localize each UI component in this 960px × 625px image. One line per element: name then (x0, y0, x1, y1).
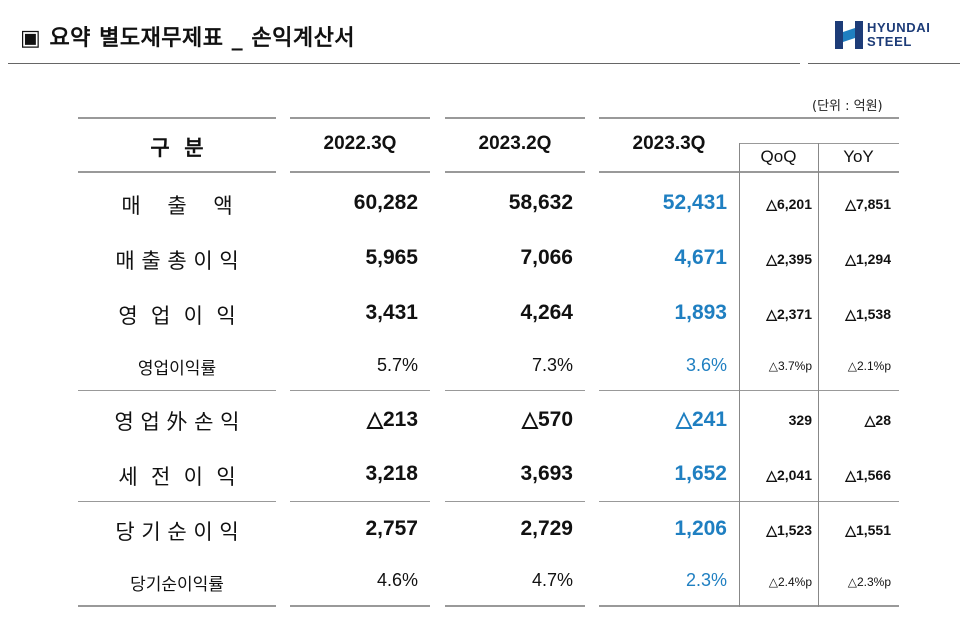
table-cell-yoy: △1,294 (845, 251, 891, 267)
table-cell-qoq: △2,395 (766, 251, 812, 267)
header-yoy: YoY (843, 147, 874, 166)
table-cell: 4,264 (520, 301, 573, 324)
title-divider-right (808, 63, 960, 64)
table-top-rule (290, 117, 430, 119)
group-separator (290, 390, 430, 391)
row-label-non-operating: 영 업 外 손 익 (114, 410, 240, 434)
table-cell-current: 52,431 (662, 191, 727, 214)
table-cell: 5.7% (376, 355, 418, 375)
table-cell: △570 (521, 408, 573, 431)
table-cell-yoy: △7,851 (845, 196, 891, 212)
group-separator (599, 501, 899, 502)
table-top-rule (599, 117, 899, 119)
table-cell: 7,066 (520, 246, 573, 269)
title-bar: ▣ 요약 별도재무제표 _ 손익계산서 HYUNDAI STEEL (0, 0, 960, 64)
column-divider (739, 143, 740, 607)
title-divider (8, 63, 800, 64)
table-cell: 4.7% (531, 570, 573, 590)
header-bottom-rule (445, 171, 585, 173)
subheader-rule (739, 143, 899, 144)
table-cell-qoq: 329 (788, 412, 812, 428)
row-label-gross-profit: 매 출 총 이 익 (115, 249, 239, 273)
table-cell: 2,757 (365, 517, 418, 540)
group-separator (599, 390, 899, 391)
row-label-net-income: 당 기 순 이 익 (115, 520, 239, 544)
table-cell: 2,729 (520, 517, 573, 540)
table-cell-qoq: △2.4%p (768, 575, 812, 589)
table-cell: 4.6% (376, 570, 418, 590)
unit-note: (단위 : 억원) (812, 99, 883, 114)
row-label-operating-margin: 영업이익률 (137, 359, 217, 379)
group-separator (445, 390, 585, 391)
row-label-net-margin: 당기순이익률 (130, 575, 224, 595)
table-cell-yoy: △1,551 (845, 522, 891, 538)
row-label-pretax-profit: 세 전 이 익 (118, 465, 236, 489)
table-cell-yoy: △2.3%p (847, 575, 891, 589)
column-divider (818, 143, 819, 607)
group-separator (445, 501, 585, 502)
table-bottom-rule (445, 605, 585, 607)
group-separator (78, 501, 276, 502)
table-cell: 3,431 (365, 301, 418, 324)
header-2023-2q: 2023.2Q (478, 133, 552, 154)
table-cell: 60,282 (353, 191, 418, 214)
hyundai-steel-logo: HYUNDAI STEEL (834, 20, 954, 52)
table-cell-yoy: △28 (864, 412, 891, 428)
table-cell-current: 4,671 (674, 246, 727, 269)
table-bottom-rule (599, 605, 899, 607)
logo-text: HYUNDAI STEEL (867, 20, 931, 49)
table-cell-qoq: △6,201 (766, 196, 812, 212)
table-cell-current: 1,893 (674, 301, 727, 324)
table-cell-yoy: △1,566 (845, 467, 891, 483)
table-top-rule (78, 117, 276, 119)
table-cell: △213 (366, 408, 418, 431)
header-label: 구 분 (150, 136, 204, 160)
table-bottom-rule (290, 605, 430, 607)
row-label-operating-profit: 영 업 이 익 (118, 304, 236, 328)
table-cell-yoy: △1,538 (845, 306, 891, 322)
table-bottom-rule (78, 605, 276, 607)
table-cell-yoy: △2.1%p (847, 359, 891, 373)
table-cell-current: △241 (675, 408, 727, 431)
table-cell: 3,218 (365, 462, 418, 485)
group-separator (290, 501, 430, 502)
logo-mark-icon (835, 21, 863, 49)
table-cell: 7.3% (531, 355, 573, 375)
table-cell-qoq: △2,371 (766, 306, 812, 322)
page-title: ▣ 요약 별도재무제표 _ 손익계산서 (20, 26, 356, 51)
table-cell-qoq: △1,523 (766, 522, 812, 538)
row-label-revenue: 매 출 액 (121, 194, 233, 218)
table-top-rule (445, 117, 585, 119)
header-bottom-rule (290, 171, 430, 173)
table-cell: 5,965 (365, 246, 418, 269)
header-qoq: QoQ (760, 147, 797, 166)
header-2022-3q: 2022.3Q (323, 133, 397, 154)
group-separator (78, 390, 276, 391)
table-cell-qoq: △2,041 (766, 467, 812, 483)
header-bottom-rule (599, 171, 899, 173)
table-cell-qoq: △3.7%p (768, 359, 812, 373)
header-bottom-rule (78, 171, 276, 173)
header-2023-3q: 2023.3Q (632, 133, 706, 154)
table-cell-current: 1,652 (674, 462, 727, 485)
table-cell-current: 2.3% (685, 570, 727, 590)
table-cell-current: 1,206 (674, 517, 727, 540)
table-cell-current: 3.6% (685, 355, 727, 375)
table-cell: 58,632 (508, 191, 573, 214)
table-cell: 3,693 (520, 462, 573, 485)
